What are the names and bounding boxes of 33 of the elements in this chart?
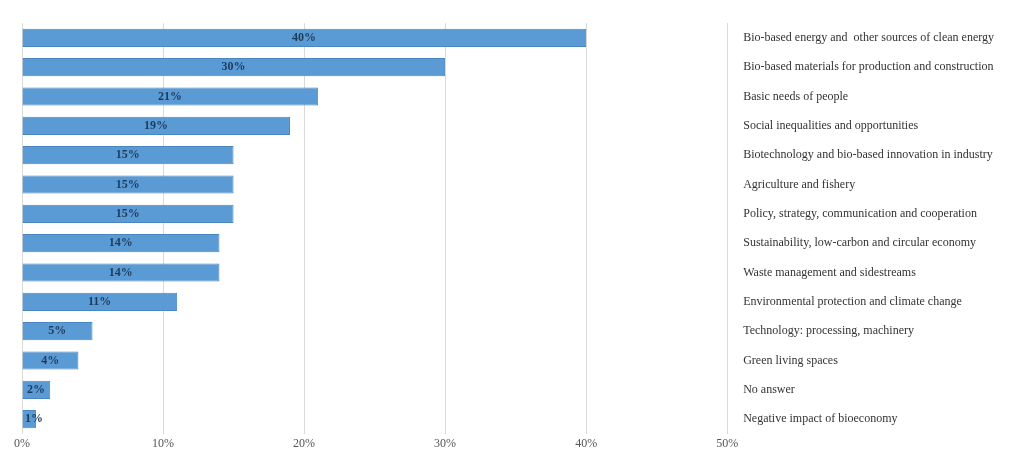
- data-label: 21%: [158, 88, 183, 103]
- x-tick-label: 10%: [152, 436, 175, 451]
- x-tick-label: 20%: [293, 436, 316, 451]
- x-tick-label: 50%: [716, 436, 739, 451]
- x-tick-label: 40%: [575, 436, 598, 451]
- y-tick-label: Bio-based energy and other sources of clean energy: [743, 30, 995, 45]
- y-tick-label: Agriculture and fishery: [743, 176, 856, 191]
- data-label: 15%: [115, 176, 140, 191]
- data-label: 14%: [108, 235, 133, 250]
- x-tick-label: 0%: [14, 436, 30, 451]
- y-tick-label: Basic needs of people: [743, 88, 849, 103]
- y-tick-label: Technology: processing, machinery: [743, 323, 914, 338]
- y-tick-label: Social inequalities and opportunities: [743, 118, 919, 133]
- y-tick-label: Environmental protection and climate change: [743, 293, 962, 308]
- y-tick-label: Biotechnology and bio-based innovation in industry: [743, 147, 993, 162]
- y-tick-label: Sustainability, low-carbon and circular economy: [743, 235, 977, 250]
- data-label: 2%: [27, 381, 46, 396]
- y-tick-label: Green living spaces: [743, 352, 839, 367]
- data-label: 30%: [221, 59, 246, 74]
- data-label: 15%: [115, 147, 140, 162]
- data-label: 14%: [108, 264, 133, 279]
- data-label: 4%: [41, 352, 60, 367]
- y-tick-label: Negative impact of bioeconomy: [743, 411, 898, 426]
- data-label: 5%: [48, 323, 67, 338]
- x-tick-label: 30%: [434, 436, 457, 451]
- y-tick-label: Waste management and sidestreams: [743, 264, 917, 279]
- data-label: 11%: [87, 293, 112, 308]
- y-tick-label: No answer: [743, 381, 795, 396]
- y-tick-label: Policy, strategy, communication and cooperation: [743, 205, 977, 220]
- y-tick-label: Bio-based materials for production and construction: [743, 59, 994, 74]
- data-label: 15%: [115, 205, 140, 220]
- data-label: 19%: [143, 117, 168, 132]
- data-label: 40%: [292, 29, 317, 44]
